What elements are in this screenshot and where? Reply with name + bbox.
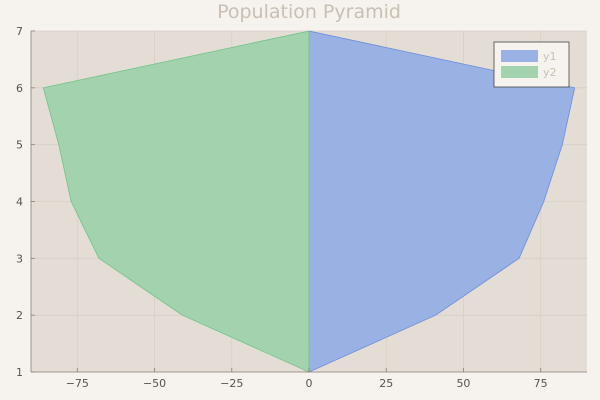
- series-layer: [42, 30, 576, 373]
- x-tick-label: −50: [143, 377, 166, 390]
- x-tick-label: −75: [66, 377, 89, 390]
- legend-swatch-y1: [501, 50, 538, 62]
- legend-label-y1: y1: [543, 50, 557, 63]
- y-tick-label: 3: [16, 252, 23, 265]
- legend-label-y2: y2: [543, 66, 557, 79]
- x-tick-label: 25: [379, 377, 393, 390]
- legend: y1 y2: [493, 41, 570, 88]
- legend-box: [493, 41, 570, 88]
- series-area-y1: [308, 30, 576, 373]
- chart-title: Population Pyramid: [217, 1, 401, 23]
- x-tick-label: 50: [456, 377, 470, 390]
- y-tick-label: 7: [16, 25, 23, 38]
- x-tick-label: 75: [534, 377, 548, 390]
- y-tick-label: 6: [16, 82, 23, 95]
- y-tick-label: 1: [16, 366, 23, 379]
- x-tick-label: 0: [306, 377, 313, 390]
- y-tick-label: 5: [16, 139, 23, 152]
- x-tick-label: −25: [220, 377, 243, 390]
- axes: −75 −50 −25 0 25 50 75 1 2 3 4 5 6 7: [16, 25, 587, 390]
- y-tick-label: 4: [16, 196, 23, 209]
- series-area-y2: [42, 30, 310, 373]
- legend-swatch-y2: [501, 66, 538, 78]
- y-tick-label: 2: [16, 309, 23, 322]
